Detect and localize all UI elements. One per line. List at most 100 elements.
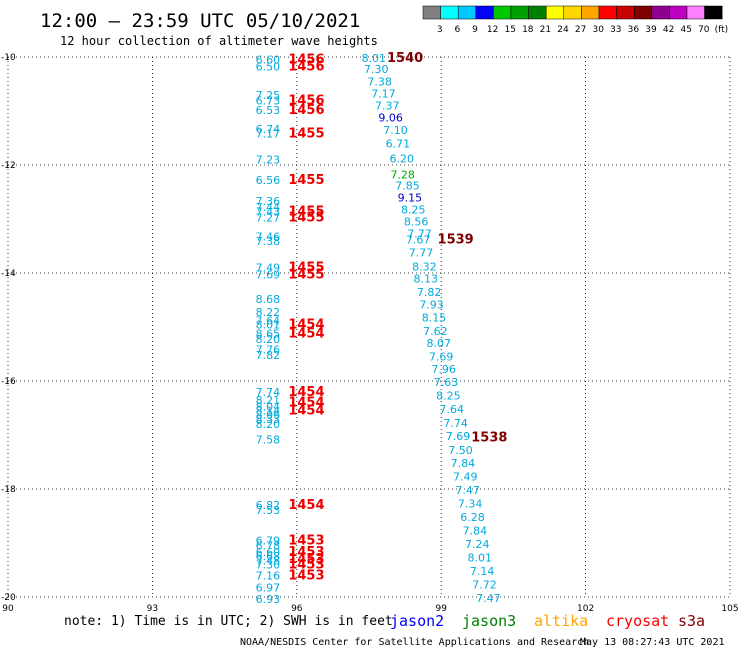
wave-height-label: 7.24 <box>465 538 490 551</box>
wave-height-label: 7.77 <box>407 228 432 241</box>
wave-height-label: 7.96 <box>431 363 456 376</box>
wave-height-label: 7.63 <box>434 376 459 389</box>
wave-height-label: 8.20 <box>256 333 281 346</box>
wave-height-label: 7.27 <box>256 211 281 224</box>
wave-height-label: 9.06 <box>378 111 403 124</box>
wave-height-label: 7.10 <box>383 124 408 137</box>
wave-height-label: 7.69 <box>429 351 454 364</box>
scale-label: 39 <box>645 25 657 35</box>
wave-height-label: 8.21 <box>256 394 281 407</box>
satellite-name: altika <box>534 612 588 630</box>
data-marks: 6.606.507.256.736.536.747.177.236.567.36… <box>256 51 508 606</box>
scale-swatch <box>475 5 494 20</box>
time-label: 1454 <box>288 317 324 332</box>
time-label: 1454 <box>288 385 324 400</box>
footer-note: note: 1) Time is in UTC; 2) SWH is in fe… <box>64 614 393 629</box>
time-label: 1456 <box>288 103 324 118</box>
scale-label: 18 <box>522 25 534 35</box>
time-label: 1455 <box>288 210 324 225</box>
scale-swatch <box>581 5 600 20</box>
wave-height-label: 7.43 <box>256 205 281 218</box>
x-tick-label: 105 <box>721 604 738 614</box>
satellite-name: jason2 <box>390 612 444 630</box>
time-label: 1456 <box>288 60 324 75</box>
time-label: 1453 <box>288 558 324 573</box>
wave-height-label: 7.48 <box>256 554 281 567</box>
time-label: 1540 <box>387 51 423 66</box>
wave-height-label: 8.13 <box>414 272 439 285</box>
wave-height-label: 7.85 <box>395 180 420 193</box>
satellite-name: s3a <box>678 612 705 630</box>
scale-swatch <box>440 5 459 20</box>
wave-height-label: 7.93 <box>419 298 444 311</box>
y-tick-label: -18 <box>1 485 16 495</box>
wave-height-label: 7.14 <box>470 565 495 578</box>
wave-height-label: 7.53 <box>256 504 281 517</box>
satellite-name: jason3 <box>462 612 516 630</box>
time-label: 1456 <box>288 94 324 109</box>
x-tick-label: 102 <box>577 604 594 614</box>
scale-label: 6 <box>455 25 461 35</box>
wave-height-label: 7.49 <box>256 262 281 275</box>
wave-height-label: 7.67 <box>406 234 431 247</box>
y-tick-label: -16 <box>1 377 16 387</box>
scale-swatch <box>598 5 617 20</box>
y-tick-label: -20 <box>1 593 16 603</box>
time-label: 1455 <box>288 127 324 142</box>
y-tick-label: -10 <box>1 53 16 63</box>
time-label: 1453 <box>288 533 324 548</box>
wave-height-label: 8.01 <box>362 52 387 65</box>
wave-height-label: 7.74 <box>256 386 281 399</box>
wave-height-label: 8.56 <box>404 216 429 229</box>
scale-label: 42 <box>663 25 674 35</box>
wave-height-label: 7.62 <box>423 325 448 338</box>
scale-swatch <box>457 5 477 20</box>
wave-height-label: 7.82 <box>417 286 442 299</box>
wave-height-label: 6.56 <box>256 174 281 187</box>
wave-height-label: 6.79 <box>256 534 281 547</box>
chart-title: 12:00 – 23:59 UTC 05/10/2021 <box>40 10 360 32</box>
time-label: 1453 <box>288 552 324 567</box>
wave-height-label: 6.60 <box>256 54 281 67</box>
grid-lines <box>7 56 731 598</box>
time-label: 1454 <box>288 326 324 341</box>
wave-height-label: 8.25 <box>401 203 426 216</box>
wave-height-label: 7.36 <box>256 195 281 208</box>
y-tick-label: -14 <box>1 269 16 279</box>
scale-label: (ft) <box>715 25 729 35</box>
scale-swatch <box>633 5 653 20</box>
wave-height-label: 7.46 <box>256 230 281 243</box>
scale-label: 21 <box>540 25 551 35</box>
time-label: 1453 <box>288 545 324 560</box>
wave-height-label: 6.74 <box>256 123 281 136</box>
wave-height-label: 6.97 <box>256 581 281 594</box>
x-tick-label: 93 <box>147 604 158 614</box>
wave-height-label: 7.30 <box>256 559 281 572</box>
wave-height-label: 8.07 <box>427 337 452 350</box>
scale-swatch <box>545 5 565 20</box>
wave-height-label: 6.78 <box>256 540 281 553</box>
wave-height-label: 8.01 <box>256 318 281 331</box>
wave-height-label: 7.47 <box>476 592 501 605</box>
wave-height-label: 7.28 <box>390 169 415 182</box>
wave-height-label: 8.06 <box>256 408 281 421</box>
wave-height-label: 7.69 <box>256 269 281 282</box>
time-label: 1454 <box>288 396 324 411</box>
wave-height-label: 7.38 <box>367 75 392 88</box>
wave-height-label: 6.93 <box>256 593 281 606</box>
wave-height-label: 7.17 <box>371 88 396 101</box>
wave-height-label: 7.84 <box>451 457 476 470</box>
scale-swatch <box>669 5 688 20</box>
scale-swatch <box>510 5 529 20</box>
time-label: 1456 <box>288 53 324 68</box>
scale-label: 36 <box>628 25 640 35</box>
wave-height-label: 7.58 <box>256 433 281 446</box>
wave-height-label: 7.38 <box>256 235 281 248</box>
time-label: 1455 <box>288 268 324 283</box>
wave-height-label: 8.20 <box>256 418 281 431</box>
scale-label: 12 <box>487 25 498 35</box>
scale-label: 15 <box>504 25 515 35</box>
wave-height-label: 8.15 <box>422 311 447 324</box>
wave-height-label: 7.76 <box>256 344 281 357</box>
